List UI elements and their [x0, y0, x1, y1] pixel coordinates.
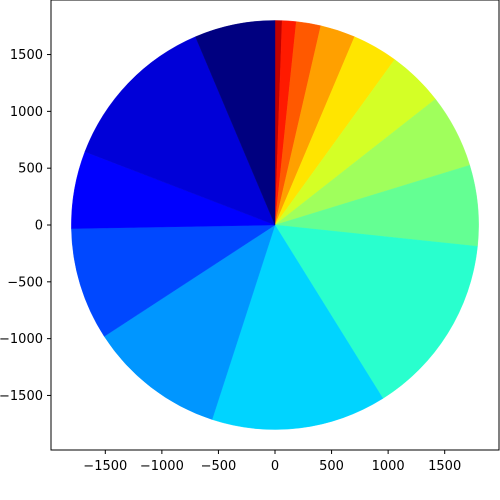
- y-tick-label: −500: [7, 275, 43, 290]
- x-tick-label: −500: [201, 459, 237, 474]
- y-tick-label: 1000: [10, 105, 43, 120]
- x-axis: −1500 −1000 −500 0 500 1000 1500: [83, 450, 461, 474]
- y-tick-label: 500: [18, 162, 43, 177]
- y-tick-label: −1000: [0, 332, 43, 347]
- x-tick-label: −1000: [140, 459, 184, 474]
- y-axis: 1500 1000 500 0 −500 −1000 −1500: [0, 48, 51, 404]
- x-tick-label: 1000: [372, 459, 405, 474]
- x-tick-label: −1500: [83, 459, 127, 474]
- pie-slices: [71, 20, 478, 429]
- y-tick-label: −1500: [0, 389, 43, 404]
- y-tick-label: 1500: [10, 48, 43, 63]
- x-tick-label: 500: [319, 459, 344, 474]
- y-tick-label: 0: [35, 219, 43, 234]
- x-tick-label: 1500: [428, 459, 461, 474]
- x-tick-label: 0: [271, 459, 279, 474]
